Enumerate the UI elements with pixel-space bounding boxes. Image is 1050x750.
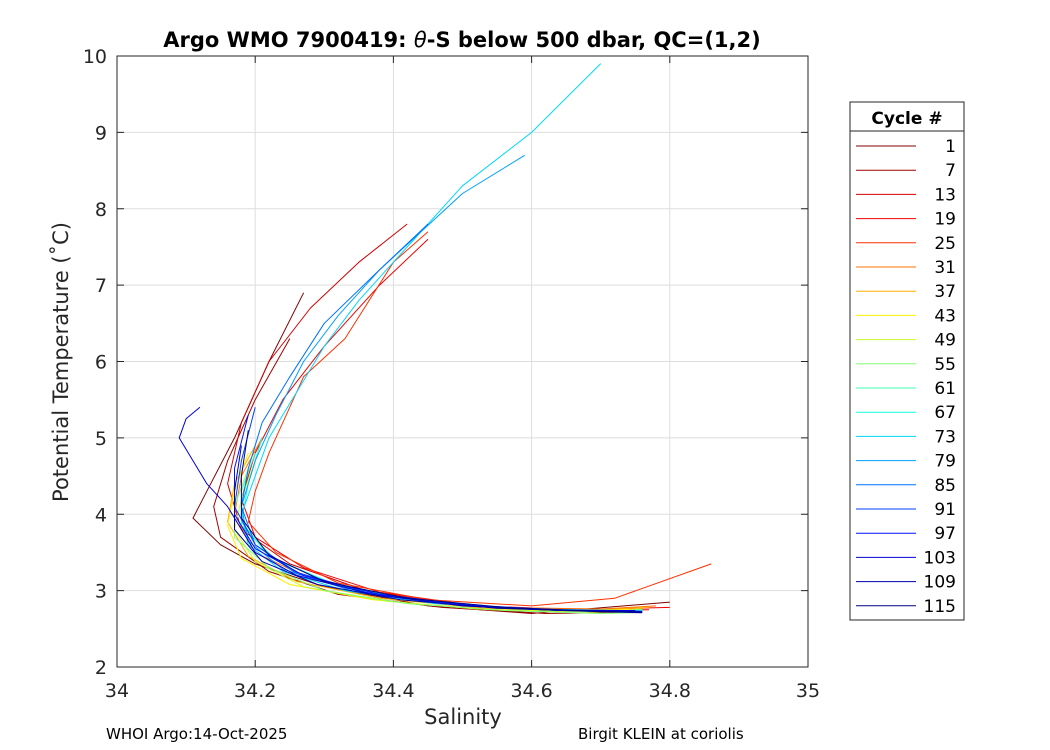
legend-label: 67 xyxy=(934,403,956,423)
series-line-18 xyxy=(178,406,636,611)
footer-source-date: WHOI Argo:14-Oct-2025 xyxy=(106,725,288,743)
y-tick-label: 2 xyxy=(95,657,107,679)
legend-label: 25 xyxy=(934,234,956,254)
legend-label: 97 xyxy=(934,524,956,544)
legend-label: 85 xyxy=(934,476,956,496)
series-line-19 xyxy=(234,445,643,614)
legend: Cycle # 1 7 13 19 25 31 37 43 49 55 61 67 73 79 85 91 97… xyxy=(849,101,965,621)
legend-label: 43 xyxy=(934,306,956,326)
series-line-20 xyxy=(240,430,643,613)
legend-label: 79 xyxy=(934,452,956,472)
y-tick-labels: 2 3 4 5 6 7 8 9 10 xyxy=(83,46,107,679)
legend-label: 61 xyxy=(934,379,956,399)
legend-label: 1 xyxy=(945,137,956,157)
legend-label: 103 xyxy=(924,548,956,568)
x-tick-label: 34.4 xyxy=(372,680,414,702)
x-tick-label: 35 xyxy=(796,680,820,702)
legend-label: 109 xyxy=(924,573,956,593)
footer-credit: Birgit KLEIN at coriolis xyxy=(578,725,744,743)
series-group xyxy=(178,63,712,614)
x-tick-label: 34.2 xyxy=(234,680,276,702)
legend-label: 19 xyxy=(934,210,956,230)
x-axis-label: Salinity xyxy=(424,705,502,729)
x-tick-label: 34.6 xyxy=(510,680,552,702)
x-tick-label: 34.8 xyxy=(649,680,691,702)
legend-label: 115 xyxy=(924,597,956,617)
legend-label: 73 xyxy=(934,427,956,447)
series-line-9 xyxy=(234,460,643,613)
legend-label: 37 xyxy=(934,282,956,302)
series-line-5 xyxy=(247,231,712,607)
y-tick-label: 10 xyxy=(83,46,107,68)
legend-label: 49 xyxy=(934,331,956,351)
y-tick-label: 8 xyxy=(95,199,107,221)
x-tick-label: 34 xyxy=(105,680,129,702)
y-tick-label: 6 xyxy=(95,352,107,374)
y-tick-label: 3 xyxy=(95,581,107,603)
legend-label: 7 xyxy=(945,161,956,181)
chart-title: Argo WMO 7900419: θ-S below 500 dbar, QC… xyxy=(163,28,760,52)
legend-label: 13 xyxy=(934,185,956,205)
x-tick-labels: 34 34.2 34.4 34.6 34.8 35 xyxy=(105,680,820,702)
y-axis-label: Potential Temperature (˚C) xyxy=(49,222,73,502)
legend-title: Cycle # xyxy=(871,109,942,129)
legend-label: 31 xyxy=(934,258,956,278)
series-line-2 xyxy=(213,338,643,614)
ticks xyxy=(116,55,809,668)
y-tick-label: 5 xyxy=(95,428,107,450)
legend-label: 55 xyxy=(934,355,956,375)
y-tick-label: 7 xyxy=(95,275,107,297)
y-tick-label: 9 xyxy=(95,122,107,144)
legend-items: 1 7 13 19 25 31 37 43 49 55 61 67 73 79 85 91 97 103 109 11… xyxy=(856,137,956,617)
y-tick-label: 4 xyxy=(95,504,107,526)
legend-label: 91 xyxy=(934,500,956,520)
